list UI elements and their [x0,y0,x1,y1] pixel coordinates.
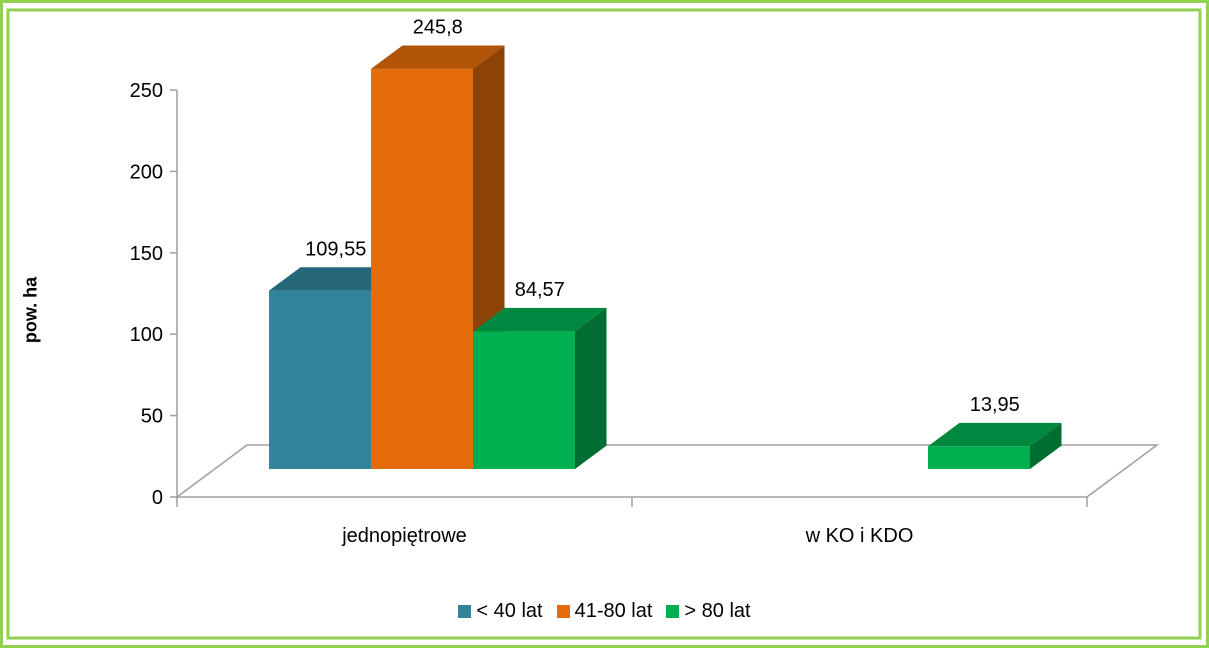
bar-side [1030,422,1062,469]
legend-label: > 80 lat [684,600,751,622]
y-axis-label-box: pow. ha [16,250,46,370]
y-tick-label: 200 [130,161,163,183]
legend-swatch [458,605,472,618]
data-label: 84,57 [515,279,565,301]
data-label: 245,8 [413,16,463,38]
y-tick-label: 50 [141,406,163,428]
y-tick-label: 150 [130,243,163,265]
legend-label: 41-80 lat [574,600,653,622]
legend-label: < 40 lat [476,600,543,622]
bar-top [473,307,607,332]
y-tick-label: 250 [130,80,163,102]
bar-top [928,422,1062,447]
x-category-label: jednopiętrowe [341,525,467,547]
data-label: 109,55 [305,238,366,260]
bar-front [473,331,575,469]
bar-front [371,68,473,470]
legend-item: < 40 lat [458,600,543,623]
plot-floor [174,444,1160,498]
y-tick-label: 100 [130,324,163,346]
bar-top [269,267,403,291]
x-category-label: w KO i KDO [805,525,914,547]
legend-swatch [666,605,680,618]
y-axis-label: pow. ha [20,276,41,344]
data-label: 13,95 [970,394,1020,416]
bar-top [371,45,505,69]
bar-front [928,446,1030,469]
bar-front [269,290,371,469]
bar-side [575,307,607,469]
chart-border [6,8,1202,640]
y-tick-label: 0 [152,487,163,509]
legend: < 40 lat 41-80 lat > 80 lat [0,600,1209,623]
legend-swatch [556,605,570,618]
legend-item: > 80 lat [666,600,751,623]
legend-item: 41-80 lat [556,600,653,623]
